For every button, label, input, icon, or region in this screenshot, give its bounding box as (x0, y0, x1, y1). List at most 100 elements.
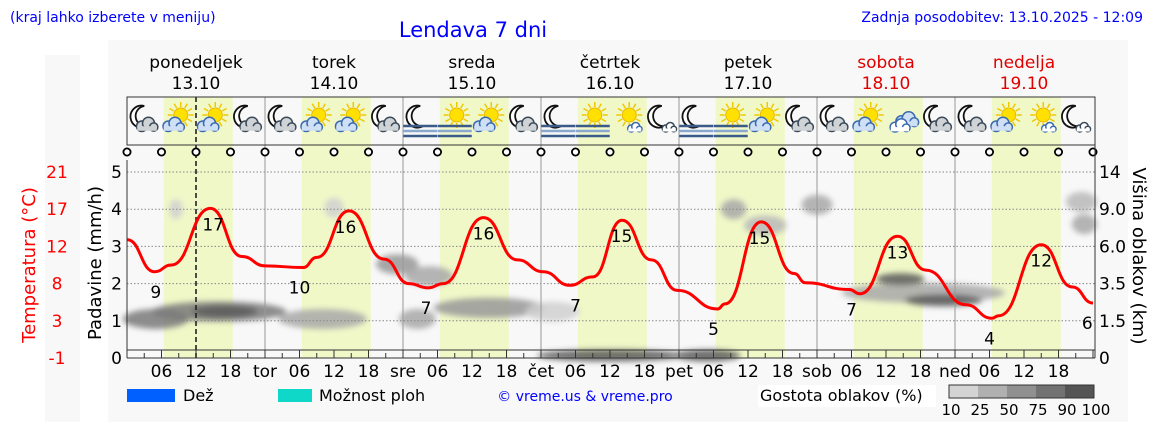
sun-ray (325, 107, 331, 112)
wind-marker (398, 147, 408, 157)
wind-marker (191, 147, 201, 157)
day-date: 14.10 (310, 74, 359, 94)
cloud-layer (1066, 191, 1097, 212)
cloud-base (301, 126, 322, 131)
temp-max-label: 16 (473, 225, 495, 245)
sun-ray (346, 103, 350, 109)
day-date: 18.10 (862, 74, 911, 94)
rain-label: Dež (183, 386, 214, 405)
sun-cloud-icon (990, 102, 1022, 133)
time-tick-label: sre (390, 362, 416, 382)
time-tick-label: 12 (875, 362, 897, 382)
sun-ray (1015, 118, 1021, 123)
wind-marker (432, 147, 442, 157)
sun-ray (479, 107, 485, 112)
day-date: 13.10 (172, 74, 221, 94)
cloud-height-tick-label: 14 (1099, 163, 1121, 183)
moon-fog-icon (679, 104, 714, 138)
cloud-base (930, 126, 951, 131)
sun-ray (1012, 121, 1016, 127)
sun-ray (494, 121, 499, 127)
time-tick-label: 12 (1013, 362, 1035, 382)
sun-ray (736, 103, 740, 109)
cloud-base (991, 126, 1012, 131)
sun-ray (359, 118, 365, 123)
moon-small-cloud-icon (647, 104, 678, 133)
time-tick-label: 12 (185, 362, 207, 382)
sun-ray (497, 107, 503, 112)
sun-ray (307, 107, 313, 112)
moon-cloud-icon (371, 104, 401, 133)
sun-ray (601, 118, 607, 123)
cloud-base (853, 126, 874, 131)
time-tick-label: 18 (358, 362, 380, 382)
cloud-base (965, 126, 985, 131)
menu-hint: (kraj lahko izberete v meniju) (10, 10, 216, 26)
sun-ray (770, 103, 775, 109)
sun-ray (1015, 107, 1021, 112)
sun-ray (739, 118, 745, 123)
wind-marker (847, 147, 857, 157)
cloud-layer (675, 349, 741, 362)
sun-ray (208, 103, 212, 109)
sun-ray (721, 107, 727, 112)
sun-ray (173, 103, 178, 109)
sun-disc (449, 107, 465, 123)
time-tick-label: 12 (461, 362, 483, 382)
temp-axis-title: Temperatura (°C) (19, 187, 40, 344)
time-tick-label: ned (939, 362, 971, 382)
sun-ray (859, 107, 865, 112)
sun-cloud-icon (472, 102, 505, 133)
temp-max-label: 15 (611, 227, 633, 247)
day-name: sreda (448, 53, 495, 73)
density-step-label: 50 (999, 401, 1018, 419)
cloud-layer (324, 197, 344, 218)
sun-disc (1035, 107, 1051, 123)
wind-marker (122, 147, 132, 157)
sun-ray (218, 103, 223, 109)
wind-marker (1019, 147, 1029, 157)
temperature-line (126, 206, 1094, 320)
wind-marker (881, 147, 891, 157)
sun-ray (359, 107, 365, 112)
density-step-label: 10 (941, 401, 960, 419)
cloud-base (378, 126, 399, 131)
sun-ray (445, 107, 451, 112)
temp-min-label: 10 (289, 279, 311, 299)
sun-fog-icon (575, 102, 610, 138)
temp-min-label: 6 (1082, 314, 1093, 334)
day-name: ponedeljek (149, 53, 243, 73)
sun-cloud-icon (196, 102, 229, 133)
sun-ray (484, 103, 488, 109)
sun-ray (497, 118, 503, 123)
day-date: 16.10 (586, 74, 635, 94)
precip-axis-title: Padavine (mm/h) (85, 186, 106, 340)
cloud-base (662, 128, 676, 132)
time-tick-label: sob (802, 362, 832, 382)
cloud-layer (278, 308, 367, 329)
showers-swatch (278, 389, 312, 402)
time-tick-label: 06 (427, 362, 449, 382)
day-name: nedelja (993, 53, 1055, 73)
wind-marker (605, 147, 615, 157)
density-step-label: 100 (1082, 401, 1111, 419)
wind-marker (363, 147, 373, 157)
time-tick-label: 18 (1048, 362, 1070, 382)
legend: Dež Možnost ploh © vreme.us & vreme.pro … (127, 384, 1111, 419)
cloud-base (240, 126, 261, 131)
day-name: četrtek (580, 53, 641, 73)
density-scale-frame (948, 384, 1095, 399)
sun-small-cloud-icon (616, 102, 643, 133)
precip-tick-label: 1 (111, 312, 122, 332)
cloud-height-tick-label: 6.0 (1099, 237, 1126, 257)
sun-ray (601, 107, 607, 112)
cloud-base (628, 128, 642, 132)
cloud-layer (404, 266, 453, 287)
cloud-base (336, 126, 356, 131)
copyright-link[interactable]: © vreme.us & vreme.pro (497, 389, 672, 405)
wind-marker (467, 147, 477, 157)
temp-max-label: 15 (749, 229, 771, 249)
precip-tick-label: 5 (111, 163, 122, 183)
sun-ray (460, 103, 464, 109)
sun-ray (187, 118, 193, 123)
